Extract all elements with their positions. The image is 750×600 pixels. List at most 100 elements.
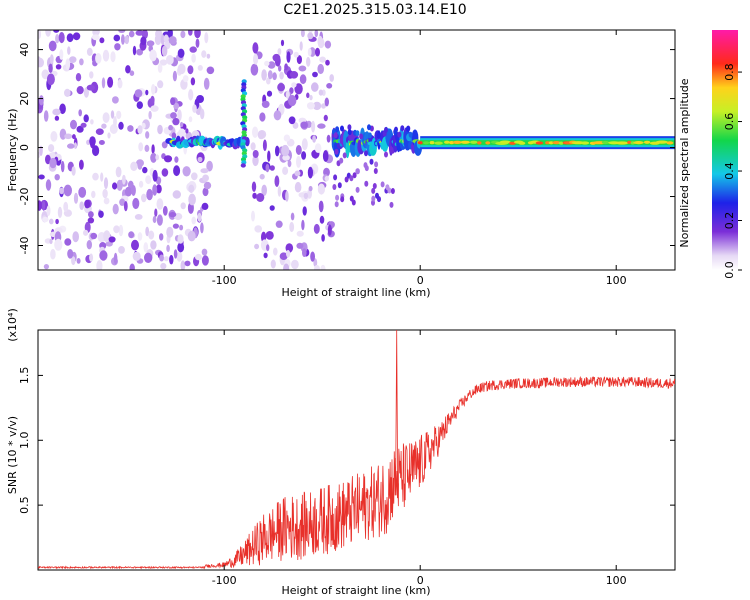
speckle xyxy=(91,190,96,199)
echo-trail xyxy=(335,126,340,133)
speckle xyxy=(319,215,325,224)
speckle xyxy=(313,258,318,268)
speckle xyxy=(96,260,103,270)
speckle xyxy=(202,174,210,182)
speckle xyxy=(299,41,303,51)
y-tick-label: 0.5 xyxy=(18,496,31,514)
speckle xyxy=(188,89,194,101)
speckle xyxy=(156,214,163,226)
speckle xyxy=(252,192,257,199)
speckle xyxy=(285,90,290,100)
speckle xyxy=(203,181,212,190)
speckle xyxy=(113,225,120,234)
speckle xyxy=(116,110,122,120)
speckle xyxy=(296,155,301,168)
spectrogram-y-axis-label: Frequency (Hz) xyxy=(6,109,19,192)
speckle xyxy=(134,89,143,98)
speckle xyxy=(145,131,150,139)
speckle xyxy=(58,31,65,44)
speckle xyxy=(140,36,147,46)
speckle xyxy=(170,112,177,119)
speckle xyxy=(102,188,108,199)
echo-trail xyxy=(351,199,356,206)
speckle xyxy=(124,35,130,45)
echo-blob xyxy=(518,141,526,145)
echo-blob xyxy=(655,140,669,144)
speckle xyxy=(326,134,331,143)
colorbar-tick-label: 0.4 xyxy=(723,162,736,180)
speckle xyxy=(329,74,335,82)
snr-y-axis-label: SNR (10 * v/v) xyxy=(6,416,19,494)
speckle xyxy=(173,102,180,110)
speckle xyxy=(206,53,211,59)
speckle xyxy=(195,253,202,261)
speckle xyxy=(206,66,215,75)
speckle xyxy=(285,190,289,202)
speckle xyxy=(132,251,141,261)
speckle xyxy=(129,70,135,76)
speckle xyxy=(98,210,104,218)
speckle xyxy=(112,203,119,215)
speckle xyxy=(136,48,144,56)
y-tick-label: -40 xyxy=(18,237,31,255)
speckle xyxy=(73,192,79,204)
speckle xyxy=(296,242,304,249)
speckle xyxy=(161,168,169,177)
speckle xyxy=(292,122,299,129)
speckle xyxy=(266,77,271,85)
colorbar-ticks: 0.0 0.2 0.4 0.6 0.8 xyxy=(723,63,742,279)
speckle xyxy=(306,102,315,110)
speckle xyxy=(89,253,94,262)
speckle xyxy=(179,121,184,128)
speckle xyxy=(114,43,121,51)
spectrogram-y-ticks: -40 -20 0 20 40 xyxy=(18,43,675,255)
colorbar-tick-label: 0.0 xyxy=(723,261,736,279)
speckle xyxy=(48,144,55,153)
speckle xyxy=(91,34,100,41)
spectrogram-feature-3 xyxy=(250,30,335,270)
speckle xyxy=(172,70,177,82)
echo-blob xyxy=(470,140,478,144)
x-tick-label: -100 xyxy=(212,274,237,287)
echo-blob xyxy=(449,141,454,145)
echo-trail xyxy=(334,148,339,155)
speckle xyxy=(277,48,282,56)
speckle xyxy=(298,65,307,72)
speckle xyxy=(79,159,84,170)
speckle xyxy=(162,205,168,216)
echo-blob xyxy=(477,141,482,145)
speckle xyxy=(269,165,275,171)
speckle xyxy=(279,252,288,260)
speckle xyxy=(169,254,174,265)
speckle xyxy=(272,53,281,62)
echo-trail xyxy=(372,183,377,189)
speckle xyxy=(252,155,259,167)
speckle xyxy=(129,263,135,270)
speckle xyxy=(194,30,201,39)
speckle xyxy=(301,219,305,231)
speckle xyxy=(72,32,81,41)
speckle xyxy=(95,128,104,135)
speckle xyxy=(312,135,316,143)
snr-series-line xyxy=(38,330,675,570)
echo-blob xyxy=(601,140,610,145)
speckle xyxy=(173,249,178,259)
speckle xyxy=(277,83,285,92)
speckle xyxy=(156,184,162,194)
speckle xyxy=(294,83,303,95)
speckle xyxy=(168,212,177,218)
speckle xyxy=(324,97,329,107)
echo-blob xyxy=(580,141,590,145)
speckle xyxy=(311,120,316,133)
speckle xyxy=(132,197,140,210)
speckle xyxy=(163,256,169,262)
speckle xyxy=(180,202,186,210)
speckle xyxy=(308,185,313,192)
speckle xyxy=(251,210,255,222)
echo-trail xyxy=(376,132,381,139)
speckle xyxy=(92,30,100,36)
speckle xyxy=(38,200,42,211)
echo-trail xyxy=(352,172,357,179)
echo-blob xyxy=(423,141,430,145)
x-tick-label: 100 xyxy=(606,574,627,587)
